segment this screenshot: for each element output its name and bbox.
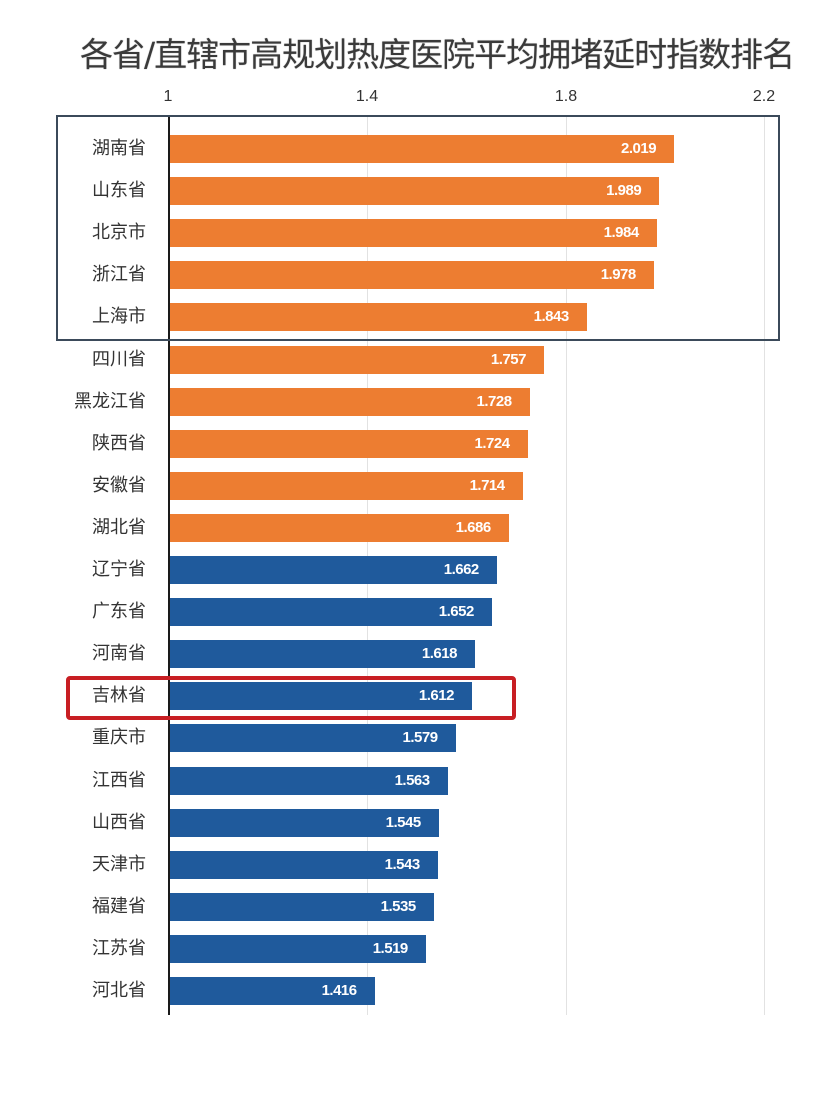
- value-label: 2.019: [621, 140, 657, 157]
- bar: 1.618: [170, 640, 475, 669]
- bar: 1.662: [170, 556, 497, 584]
- bar-row: 重庆市 1.579: [0, 717, 814, 759]
- category-label: 黑龙江省: [74, 390, 146, 412]
- bar: 1.563: [170, 766, 448, 795]
- value-label: 1.543: [384, 855, 421, 873]
- category-label: 吉林省: [92, 685, 146, 707]
- category-label: 湖北省: [92, 516, 146, 538]
- bar: 1.652: [170, 598, 492, 627]
- bar: 1.978: [170, 261, 654, 290]
- value-label: 1.612: [418, 687, 455, 705]
- bar-row: 江苏省 1.519: [0, 928, 814, 970]
- value-label: 1.416: [321, 982, 358, 999]
- category-label: 陕西省: [92, 432, 146, 454]
- top5-highlight-box: [56, 115, 780, 341]
- bar: 1.757: [170, 345, 544, 374]
- category-label: 四川省: [92, 348, 146, 370]
- bar-row: 山西省 1.545: [0, 802, 814, 844]
- value-label: 1.535: [380, 897, 417, 915]
- value-label: 1.984: [603, 224, 640, 242]
- bar-row: 吉林省 1.612: [0, 675, 814, 717]
- bar: 1.724: [170, 429, 528, 458]
- y-axis-line: [168, 115, 170, 1015]
- x-tick-label: 1.4: [355, 88, 379, 105]
- bar: 1.984: [170, 219, 657, 248]
- gridline: [764, 115, 765, 1015]
- category-label: 浙江省: [92, 264, 146, 286]
- category-label: 安徽省: [92, 474, 146, 496]
- category-label: 江西省: [92, 769, 146, 791]
- bar-row: 湖南省 2.019: [0, 128, 814, 170]
- jilin-highlight-box: [66, 676, 516, 720]
- category-label: 湖南省: [92, 138, 146, 159]
- bar-row: 四川省 1.757: [0, 339, 814, 381]
- bar-row: 上海市 1.843: [0, 296, 814, 338]
- value-label: 1.724: [474, 434, 511, 452]
- x-tick-label: 1: [163, 88, 173, 105]
- value-label: 1.978: [600, 266, 637, 284]
- bar: 1.535: [170, 892, 434, 921]
- bar: 1.519: [170, 934, 426, 963]
- category-label: 广东省: [92, 601, 146, 623]
- value-label: 1.662: [443, 561, 480, 578]
- category-label: 天津市: [92, 853, 146, 875]
- value-label: 1.728: [476, 392, 513, 410]
- bar-row: 河北省 1.416: [0, 970, 814, 1012]
- category-label: 重庆市: [92, 727, 146, 749]
- bar: 1.612: [170, 682, 472, 711]
- bar: 1.579: [170, 724, 456, 753]
- value-label: 1.989: [606, 182, 642, 200]
- category-label: 辽宁省: [92, 559, 146, 580]
- value-label: 1.843: [533, 308, 570, 326]
- value-label: 1.519: [372, 939, 409, 957]
- value-label: 1.714: [469, 476, 506, 494]
- chart-title: 各省/直辖市高规划热度医院平均拥堵延时指数排名: [80, 35, 795, 74]
- category-label: 河南省: [92, 643, 146, 665]
- category-label: 江苏省: [92, 937, 146, 959]
- bar-row: 江西省 1.563: [0, 760, 814, 802]
- value-label: 1.579: [402, 729, 439, 747]
- bar-row: 陕西省 1.724: [0, 423, 814, 465]
- gridline: [566, 115, 567, 1015]
- bar: 1.714: [170, 471, 523, 500]
- bar-row: 天津市 1.543: [0, 844, 814, 886]
- x-tick-label: 1.8: [554, 88, 578, 105]
- value-label: 1.686: [455, 518, 492, 536]
- bar: 1.686: [170, 513, 509, 542]
- bar: 1.545: [170, 808, 439, 837]
- bar-row: 山东省 1.989: [0, 170, 814, 212]
- bar: 1.728: [170, 387, 530, 416]
- bar-row: 北京市 1.984: [0, 212, 814, 254]
- bar-row: 浙江省 1.978: [0, 254, 814, 296]
- bar-row: 辽宁省 1.662: [0, 549, 814, 591]
- bar-row: 广东省 1.652: [0, 591, 814, 633]
- bar: 1.989: [170, 177, 660, 206]
- category-label: 山西省: [92, 811, 146, 833]
- category-label: 福建省: [92, 895, 146, 917]
- bar-row: 安徽省 1.714: [0, 465, 814, 507]
- value-label: 1.545: [385, 813, 422, 831]
- value-label: 1.618: [421, 645, 458, 663]
- value-label: 1.757: [490, 350, 527, 368]
- bar-row: 河南省 1.618: [0, 633, 814, 675]
- value-label: 1.563: [394, 771, 431, 789]
- value-label: 1.652: [438, 603, 475, 621]
- bar: 1.543: [170, 850, 438, 879]
- category-label: 上海市: [92, 306, 146, 328]
- bar-row: 福建省 1.535: [0, 886, 814, 928]
- bar: 2.019: [170, 135, 675, 163]
- bar: 1.843: [170, 303, 587, 332]
- bar: 1.416: [170, 977, 375, 1005]
- bar-row: 湖北省 1.686: [0, 507, 814, 549]
- bar-row: 黑龙江省 1.728: [0, 381, 814, 423]
- category-label: 北京市: [92, 222, 146, 244]
- category-label: 河北省: [92, 980, 146, 1001]
- category-label: 山东省: [92, 180, 146, 202]
- x-tick-label: 2.2: [752, 88, 776, 105]
